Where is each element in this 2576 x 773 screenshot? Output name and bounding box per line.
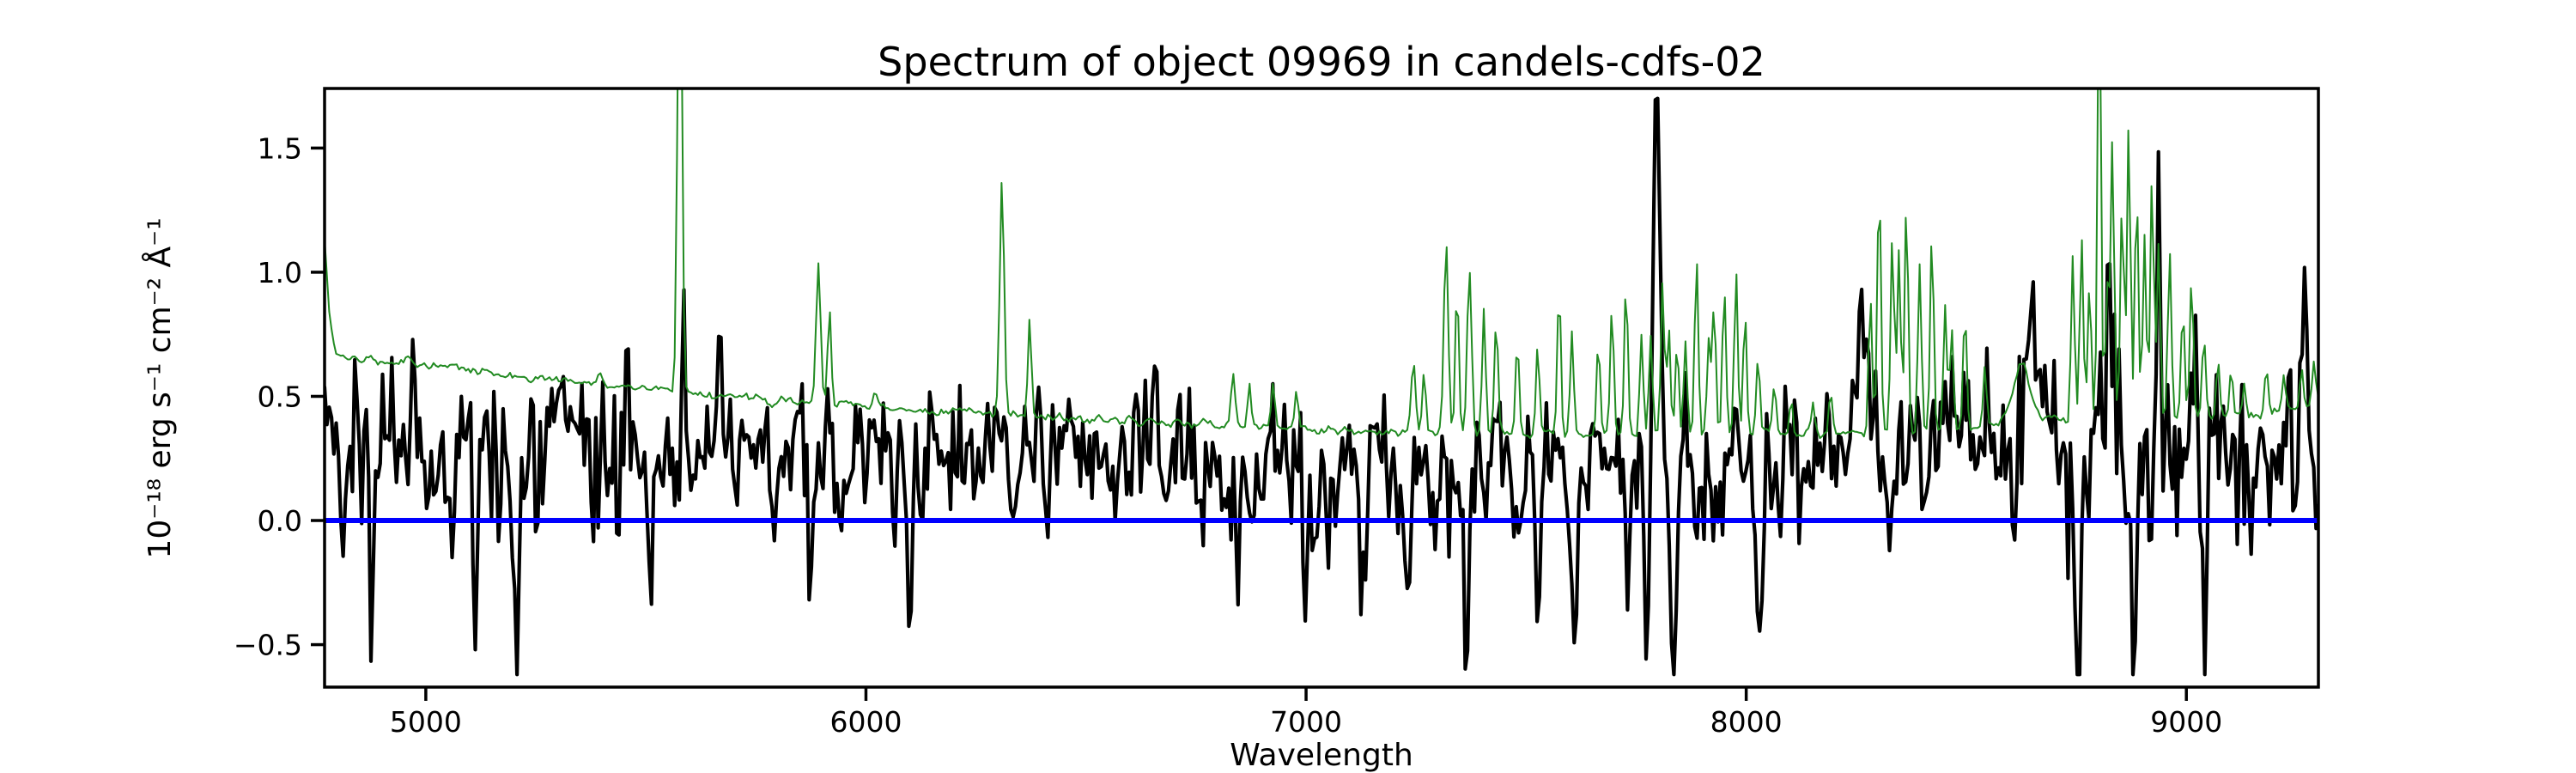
- x-tick-label: 9000: [2150, 705, 2222, 739]
- x-tick-label: 6000: [829, 705, 902, 739]
- x-tick-label: 8000: [1710, 705, 1783, 739]
- noise-series-line: [325, 88, 2318, 440]
- y-tick-label: 1.0: [258, 256, 302, 289]
- y-tick-label: 1.5: [258, 131, 302, 165]
- plot-title: Spectrum of object 09969 in candels-cdfs…: [878, 39, 1765, 85]
- axes-frame: [323, 87, 2320, 689]
- x-tick-label: 5000: [390, 705, 462, 739]
- y-tick-label: 0.0: [258, 504, 302, 538]
- y-tick-label: −0.5: [234, 629, 302, 662]
- x-tick-label: 7000: [1270, 705, 1342, 739]
- ticks-group: 5000 6000 7000 8000 9000 −0.5 0.0 0.5 1.0 1.5: [234, 131, 2222, 739]
- y-tick-label: 0.5: [258, 380, 302, 413]
- x-axis-label: Wavelength: [1230, 738, 1413, 773]
- y-axis-label: 10⁻¹⁸ erg s⁻¹ cm⁻² Å⁻¹: [141, 217, 178, 558]
- series-group: [325, 88, 2318, 677]
